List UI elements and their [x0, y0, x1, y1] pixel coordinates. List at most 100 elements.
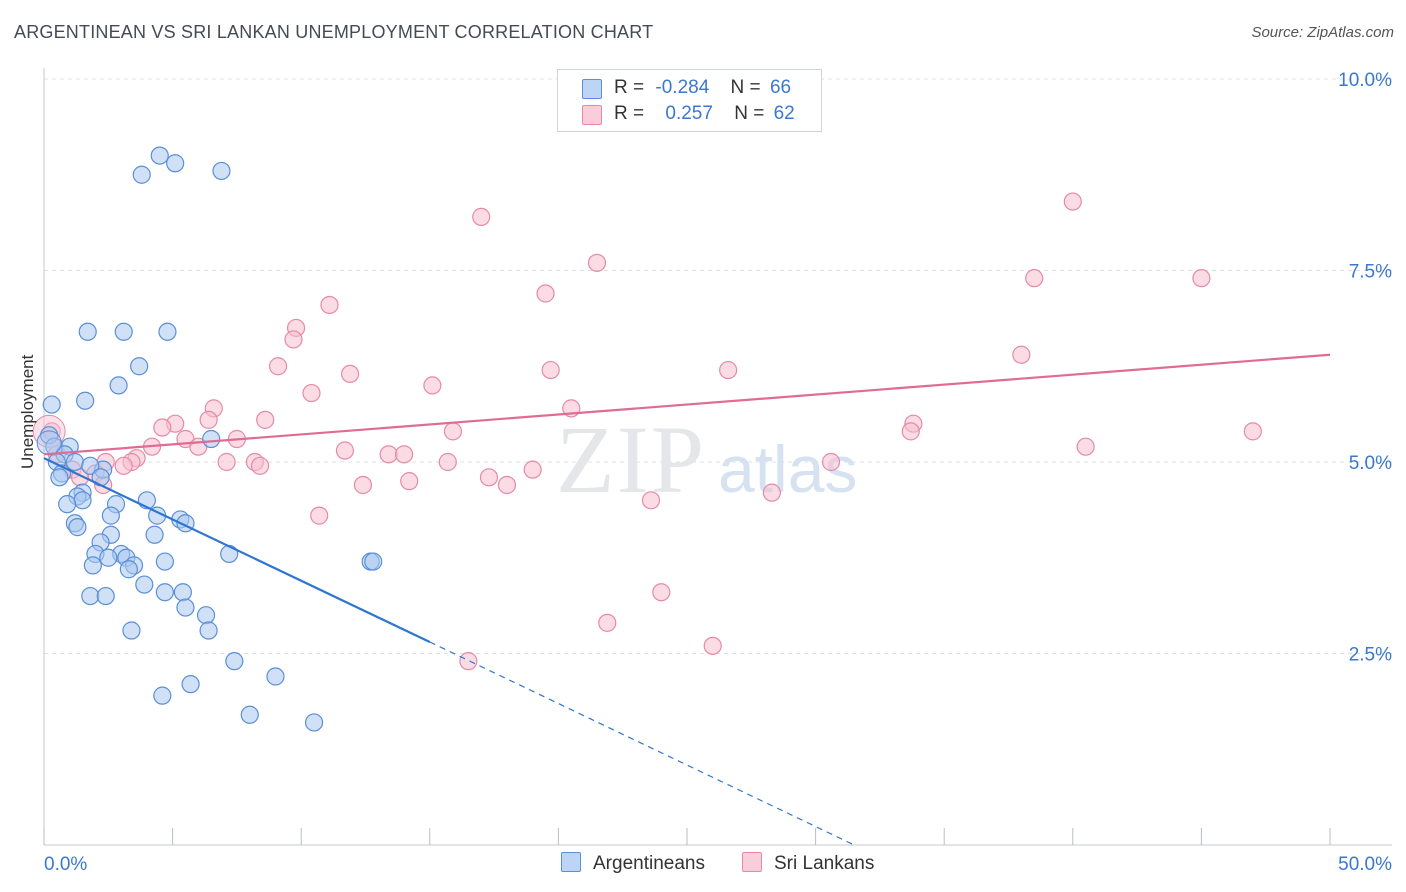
- y-tick-label: 10.0%: [1338, 70, 1392, 91]
- point-argentineans: [81, 586, 100, 606]
- point-sri-lankans: [153, 418, 172, 437]
- point-argentineans: [150, 146, 169, 165]
- point-sri-lankans: [1243, 422, 1262, 441]
- point-sri-lankans: [652, 583, 671, 602]
- point-argentineans: [78, 322, 97, 341]
- point-sri-lankans: [268, 357, 288, 376]
- point-argentineans: [96, 586, 115, 606]
- correlation-legend: R = -0.284 N = 66 R = 0.257 N = 62: [557, 69, 822, 132]
- point-sri-lankans: [459, 652, 478, 671]
- point-sri-lankans: [423, 376, 442, 395]
- series-sri-lankans: [32, 108, 1262, 671]
- trend-line-argentineans: [43, 457, 431, 644]
- x-tick-label-max: 50.0%: [1338, 854, 1392, 875]
- trend-line-argentineans-extension: [429, 641, 855, 846]
- point-argentineans: [145, 525, 164, 544]
- point-sri-lankans: [703, 636, 722, 655]
- point-argentineans: [42, 395, 61, 414]
- watermark: ZIP atlas: [556, 406, 857, 513]
- trend-lines: [43, 353, 1331, 846]
- watermark-zip: ZIP: [556, 406, 706, 513]
- point-argentineans-large: [36, 430, 62, 456]
- point-argentineans: [199, 621, 218, 640]
- point-sri-lankans: [379, 445, 398, 464]
- legend-n-value: 66: [769, 77, 792, 98]
- point-sri-lankans: [1192, 269, 1211, 288]
- point-sri-lankans: [536, 284, 555, 303]
- legend-item-sri-lankans[interactable]: Sri Lankans: [742, 852, 874, 875]
- chart-title: ARGENTINEAN VS SRI LANKAN UNEMPLOYMENT C…: [14, 22, 654, 42]
- point-sri-lankans: [901, 422, 920, 441]
- y-tick-label: 2.5%: [1349, 645, 1392, 666]
- point-argentineans: [364, 552, 383, 571]
- point-sri-lankans: [400, 472, 419, 491]
- legend-r-value: 0.257: [665, 103, 713, 124]
- point-sri-lankans: [114, 456, 133, 475]
- legend-swatch-blue: [561, 852, 581, 872]
- legend-item-argentineans[interactable]: Argentineans: [561, 852, 705, 875]
- point-argentineans: [266, 667, 285, 686]
- point-sri-lankans: [256, 410, 275, 429]
- legend-n-label: N =: [734, 103, 765, 124]
- point-argentineans: [155, 552, 174, 571]
- point-argentineans: [99, 548, 118, 567]
- legend-swatch-pink: [582, 105, 602, 125]
- y-axis-label: Unemployment: [18, 354, 37, 469]
- point-argentineans: [76, 391, 95, 410]
- legend-r-label: R =: [614, 77, 645, 98]
- point-sri-lankans: [821, 452, 841, 472]
- tick-labels: 2.5% 5.0% 7.5% 10.0% 0.0% 50.0%: [44, 70, 1392, 875]
- point-sri-lankans: [310, 506, 329, 525]
- point-argentineans: [101, 506, 120, 525]
- point-sri-lankans: [250, 456, 270, 475]
- point-argentineans: [225, 652, 244, 671]
- point-sri-lankans: [284, 330, 303, 349]
- point-argentineans: [158, 322, 177, 341]
- axes: [43, 68, 1392, 846]
- point-sri-lankans: [762, 483, 781, 502]
- legend-n-value: 62: [773, 103, 795, 124]
- point-sri-lankans: [523, 460, 542, 479]
- point-argentineans: [109, 376, 128, 395]
- point-sri-lankans: [1076, 437, 1095, 456]
- point-sri-lankans: [497, 475, 517, 495]
- point-argentineans: [196, 606, 216, 625]
- point-sri-lankans: [353, 475, 373, 495]
- point-sri-lankans: [438, 452, 457, 472]
- legend-swatch-blue: [582, 79, 602, 99]
- legend-swatch-pink: [742, 852, 762, 872]
- point-sri-lankans: [1063, 192, 1082, 211]
- point-argentineans: [176, 598, 195, 617]
- point-argentineans: [153, 686, 172, 705]
- point-argentineans: [220, 544, 239, 564]
- point-sri-lankans: [443, 422, 463, 441]
- point-argentineans: [181, 675, 200, 694]
- point-sri-lankans: [320, 295, 339, 315]
- point-sri-lankans: [1012, 345, 1031, 364]
- point-argentineans: [130, 357, 149, 376]
- point-argentineans: [68, 518, 87, 537]
- point-sri-lankans: [472, 207, 491, 226]
- point-argentineans: [83, 556, 102, 575]
- point-argentineans: [81, 456, 100, 475]
- point-sri-lankans: [541, 360, 560, 380]
- point-argentineans: [304, 713, 324, 732]
- legend-r-value: -0.284: [655, 77, 710, 98]
- point-argentineans: [212, 161, 231, 181]
- y-tick-label: 5.0%: [1349, 453, 1392, 474]
- trend-line-sri-lankans: [43, 353, 1331, 456]
- point-argentineans: [132, 165, 151, 184]
- point-argentineans: [114, 322, 133, 341]
- point-argentineans: [240, 705, 259, 724]
- point-argentineans: [155, 583, 174, 602]
- point-argentineans: [58, 495, 77, 514]
- point-sri-lankans: [199, 410, 218, 429]
- source-label: Source: ZipAtlas.com: [1251, 24, 1394, 41]
- point-argentineans: [119, 560, 138, 579]
- legend-n-label: N =: [730, 77, 761, 98]
- y-tick-label: 7.5%: [1349, 262, 1392, 283]
- point-sri-lankans: [394, 445, 414, 464]
- point-argentineans: [50, 468, 69, 487]
- point-argentineans: [135, 575, 154, 594]
